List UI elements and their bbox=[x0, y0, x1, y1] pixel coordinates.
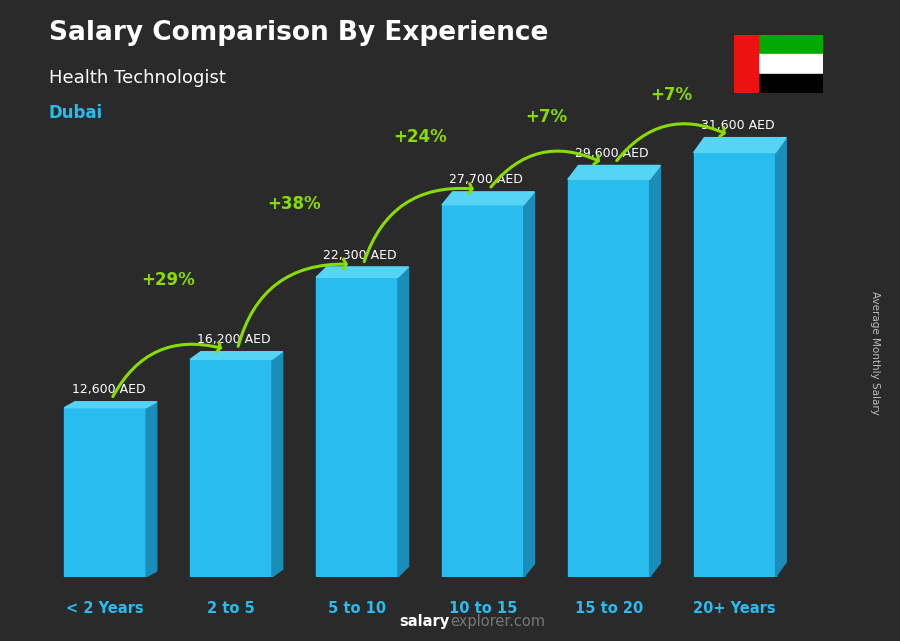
Text: explorer.com: explorer.com bbox=[450, 615, 545, 629]
Polygon shape bbox=[190, 360, 272, 577]
Text: 20+ Years: 20+ Years bbox=[693, 601, 776, 616]
Polygon shape bbox=[524, 192, 535, 577]
Text: 16,200 AED: 16,200 AED bbox=[197, 333, 271, 346]
Text: +7%: +7% bbox=[525, 108, 567, 126]
Text: 27,700 AED: 27,700 AED bbox=[449, 174, 523, 187]
Text: +7%: +7% bbox=[651, 86, 693, 104]
Text: 29,600 AED: 29,600 AED bbox=[575, 147, 649, 160]
Text: < 2 Years: < 2 Years bbox=[67, 601, 144, 616]
Text: +29%: +29% bbox=[141, 272, 195, 290]
Polygon shape bbox=[568, 165, 661, 179]
Text: salary: salary bbox=[400, 615, 450, 629]
Text: Dubai: Dubai bbox=[49, 104, 103, 122]
Polygon shape bbox=[190, 352, 283, 360]
Polygon shape bbox=[442, 192, 535, 205]
Text: Health Technologist: Health Technologist bbox=[49, 69, 226, 87]
Text: 31,600 AED: 31,600 AED bbox=[701, 119, 775, 132]
Polygon shape bbox=[64, 408, 146, 577]
Text: +38%: +38% bbox=[267, 195, 321, 213]
Text: 22,300 AED: 22,300 AED bbox=[323, 249, 397, 262]
Text: 10 to 15: 10 to 15 bbox=[449, 601, 518, 616]
Polygon shape bbox=[694, 153, 776, 577]
Polygon shape bbox=[776, 138, 787, 577]
Text: +24%: +24% bbox=[393, 128, 446, 146]
Polygon shape bbox=[272, 352, 283, 577]
Polygon shape bbox=[316, 278, 398, 577]
Polygon shape bbox=[316, 267, 409, 278]
Polygon shape bbox=[146, 402, 157, 577]
Text: 15 to 20: 15 to 20 bbox=[574, 601, 643, 616]
Polygon shape bbox=[398, 267, 409, 577]
Polygon shape bbox=[442, 205, 524, 577]
Text: 2 to 5: 2 to 5 bbox=[207, 601, 255, 616]
Text: Average Monthly Salary: Average Monthly Salary bbox=[869, 290, 880, 415]
Polygon shape bbox=[694, 138, 787, 153]
Bar bbox=[734, 35, 824, 54]
Polygon shape bbox=[64, 402, 157, 408]
Polygon shape bbox=[568, 179, 650, 577]
Text: 5 to 10: 5 to 10 bbox=[328, 601, 386, 616]
Bar bbox=[734, 74, 824, 93]
Bar bbox=[734, 54, 824, 74]
Polygon shape bbox=[650, 165, 661, 577]
Text: 12,600 AED: 12,600 AED bbox=[72, 383, 145, 396]
Bar bbox=[734, 35, 758, 93]
Text: Salary Comparison By Experience: Salary Comparison By Experience bbox=[49, 19, 548, 46]
